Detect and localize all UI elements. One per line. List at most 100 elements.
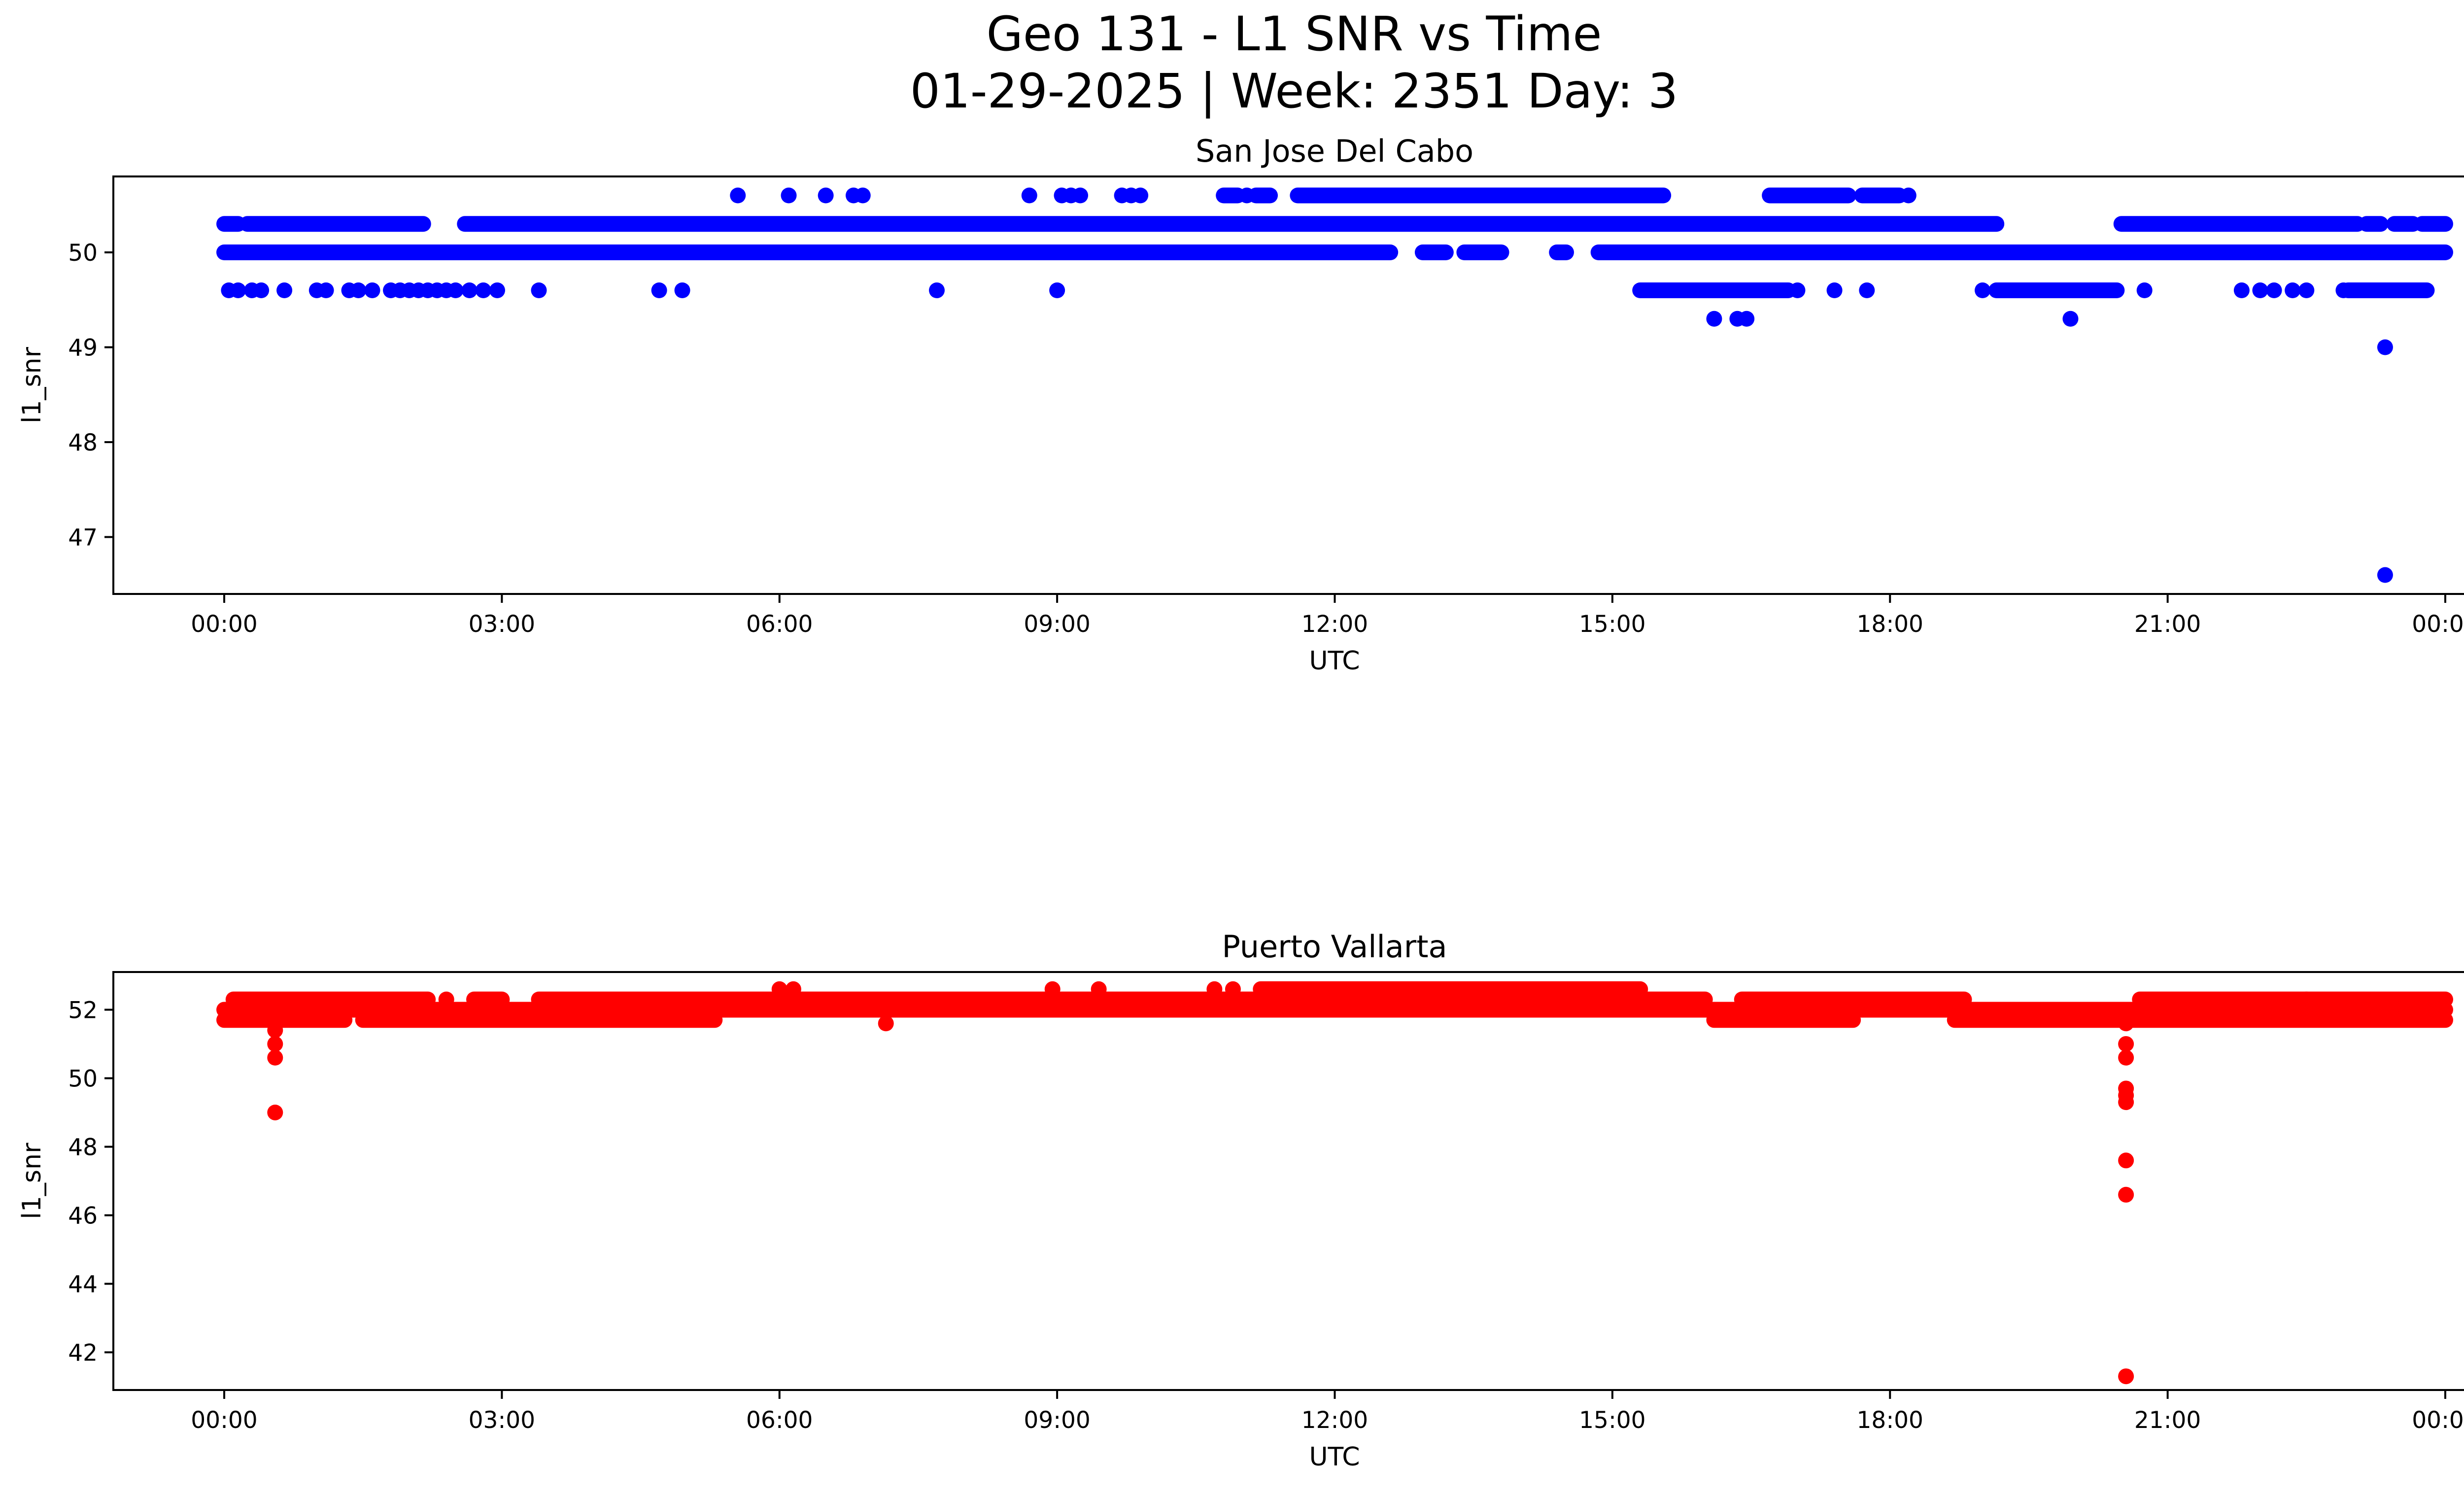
- data-point-run: [239, 216, 431, 232]
- data-point: [1859, 282, 1875, 298]
- y-axis-label: l1_snr: [17, 1143, 47, 1219]
- data-point: [818, 187, 834, 204]
- data-point: [1739, 311, 1755, 327]
- data-point: [1447, 1002, 1463, 1018]
- data-point: [318, 282, 334, 298]
- data-point: [2062, 311, 2079, 327]
- data-point: [2118, 1186, 2134, 1203]
- data-point: [1900, 187, 1916, 204]
- data-point: [364, 282, 380, 298]
- x-tick-label: 00:00: [191, 611, 257, 638]
- data-point: [2252, 282, 2268, 298]
- y-tick-label: 44: [68, 1271, 98, 1298]
- data-point: [674, 282, 690, 298]
- data-point: [2266, 282, 2282, 298]
- data-point: [2233, 282, 2250, 298]
- data-point: [447, 282, 464, 298]
- data-point: [267, 1104, 283, 1120]
- data-point: [475, 282, 491, 298]
- data-point-run: [1590, 244, 2453, 260]
- y-tick-label: 48: [68, 1134, 98, 1161]
- data-point: [438, 991, 454, 1008]
- data-point-run: [466, 991, 510, 1008]
- data-point: [1789, 282, 1806, 298]
- y-tick-label: 48: [68, 429, 98, 456]
- data-point: [1826, 282, 1843, 298]
- y-tick-label: 47: [68, 524, 98, 552]
- x-tick-label: 06:00: [746, 611, 813, 638]
- data-point: [461, 282, 478, 298]
- data-point-run: [225, 991, 436, 1008]
- y-tick-label: 50: [68, 240, 98, 267]
- data-point: [2335, 282, 2352, 298]
- data-point-run: [1854, 187, 1908, 204]
- data-point-run: [1632, 282, 1796, 298]
- x-tick-label: 21:00: [2134, 1407, 2201, 1434]
- x-tick-label: 15:00: [1579, 1407, 1645, 1434]
- data-point-run: [1762, 187, 1856, 204]
- data-point: [350, 282, 367, 298]
- data-point: [1132, 187, 1149, 204]
- data-point-run: [2386, 216, 2421, 232]
- data-point-run: [2113, 216, 2365, 232]
- data-point: [2298, 991, 2315, 1008]
- data-point-run: [1216, 187, 1246, 204]
- data-point-run: [216, 1012, 353, 1028]
- data-point: [2118, 1152, 2134, 1169]
- data-point: [1540, 1002, 1556, 1018]
- data-point: [267, 1036, 283, 1052]
- data-point: [2285, 282, 2301, 298]
- data-point: [2118, 1015, 2134, 1032]
- data-point-run: [1414, 244, 1454, 260]
- data-point: [1049, 282, 1065, 298]
- data-point: [2377, 339, 2393, 355]
- data-point: [276, 282, 293, 298]
- subplot-title: San Jose Del Cabo: [1196, 133, 1473, 169]
- data-point: [1091, 981, 1107, 997]
- data-point: [1021, 187, 1037, 204]
- data-point-run: [1456, 244, 1509, 260]
- data-point: [1206, 981, 1223, 997]
- data-point-run: [355, 1012, 723, 1028]
- data-point-run: [216, 244, 1399, 260]
- x-tick-label: 18:00: [1857, 1407, 1923, 1434]
- data-point-run: [2414, 216, 2453, 232]
- data-point: [1072, 187, 1089, 204]
- data-point: [855, 187, 871, 204]
- data-point: [1706, 311, 1722, 327]
- data-point: [2118, 1094, 2134, 1111]
- data-point: [253, 282, 270, 298]
- data-point-run: [1706, 1012, 1861, 1028]
- data-point-run: [457, 216, 2005, 232]
- subplot-puerto-vallarta: Puerto Vallarta 00:00 03:00 06:00 09:00 12:00…: [17, 929, 2464, 1472]
- data-point-run: [1947, 1012, 2453, 1028]
- data-point: [771, 981, 787, 997]
- y-axis-label: l1_snr: [17, 347, 47, 423]
- subplot-san-jose-del-cabo: San Jose Del Cabo 00:00 03:00 06:00 09:00 12:…: [17, 133, 2464, 676]
- data-point: [651, 282, 667, 298]
- figure-title-line1: Geo 131 - L1 SNR vs Time: [987, 6, 1602, 62]
- data-point-run: [216, 216, 246, 232]
- data-point: [878, 1015, 894, 1032]
- data-point: [230, 282, 246, 298]
- data-point-run: [1290, 187, 1672, 204]
- x-axis-label: UTC: [1309, 646, 1360, 676]
- x-tick-label: 09:00: [1024, 611, 1090, 638]
- x-tick-label: 03:00: [469, 611, 535, 638]
- data-point-run: [2359, 216, 2389, 232]
- data-point: [1975, 282, 1991, 298]
- data-point: [1576, 1002, 1593, 1018]
- data-point: [531, 282, 547, 298]
- x-tick-label: 21:00: [2134, 611, 2201, 638]
- data-point: [2118, 1036, 2134, 1052]
- x-tick-label: 03:00: [469, 1407, 535, 1434]
- data-point: [781, 187, 797, 204]
- data-point: [2136, 282, 2153, 298]
- y-tick-label: 46: [68, 1203, 98, 1230]
- data-point-run: [1734, 991, 1972, 1008]
- x-tick-label: 12:00: [1301, 1407, 1368, 1434]
- x-tick-label: 00:00: [2412, 611, 2464, 638]
- y-tick-label: 52: [68, 997, 98, 1024]
- data-point-run: [1253, 981, 1648, 997]
- data-point: [2118, 1049, 2134, 1066]
